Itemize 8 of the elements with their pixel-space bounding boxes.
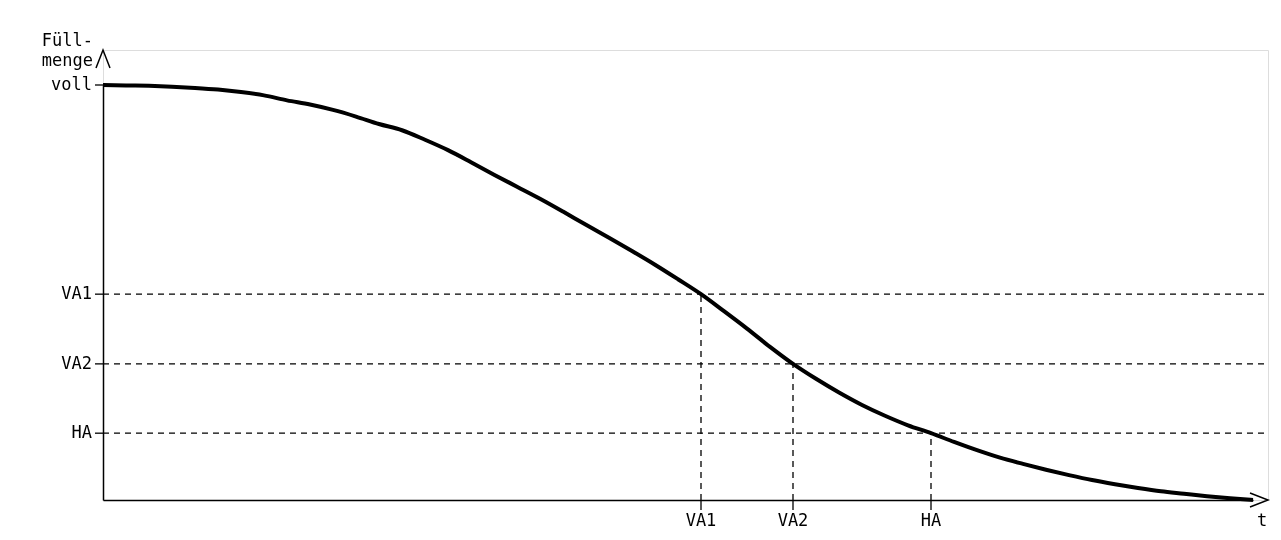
x-tick-label: VA2 [777, 510, 809, 530]
x-tick-label: HA [920, 510, 942, 530]
ref-line-label: HA [71, 422, 92, 443]
ref-line-label: VA2 [61, 352, 92, 373]
x-axis-title: t [1256, 510, 1268, 530]
text: voll [51, 74, 92, 94]
ref-line-label: VA1 [61, 283, 92, 304]
x-tick-label: VA1 [685, 510, 717, 530]
